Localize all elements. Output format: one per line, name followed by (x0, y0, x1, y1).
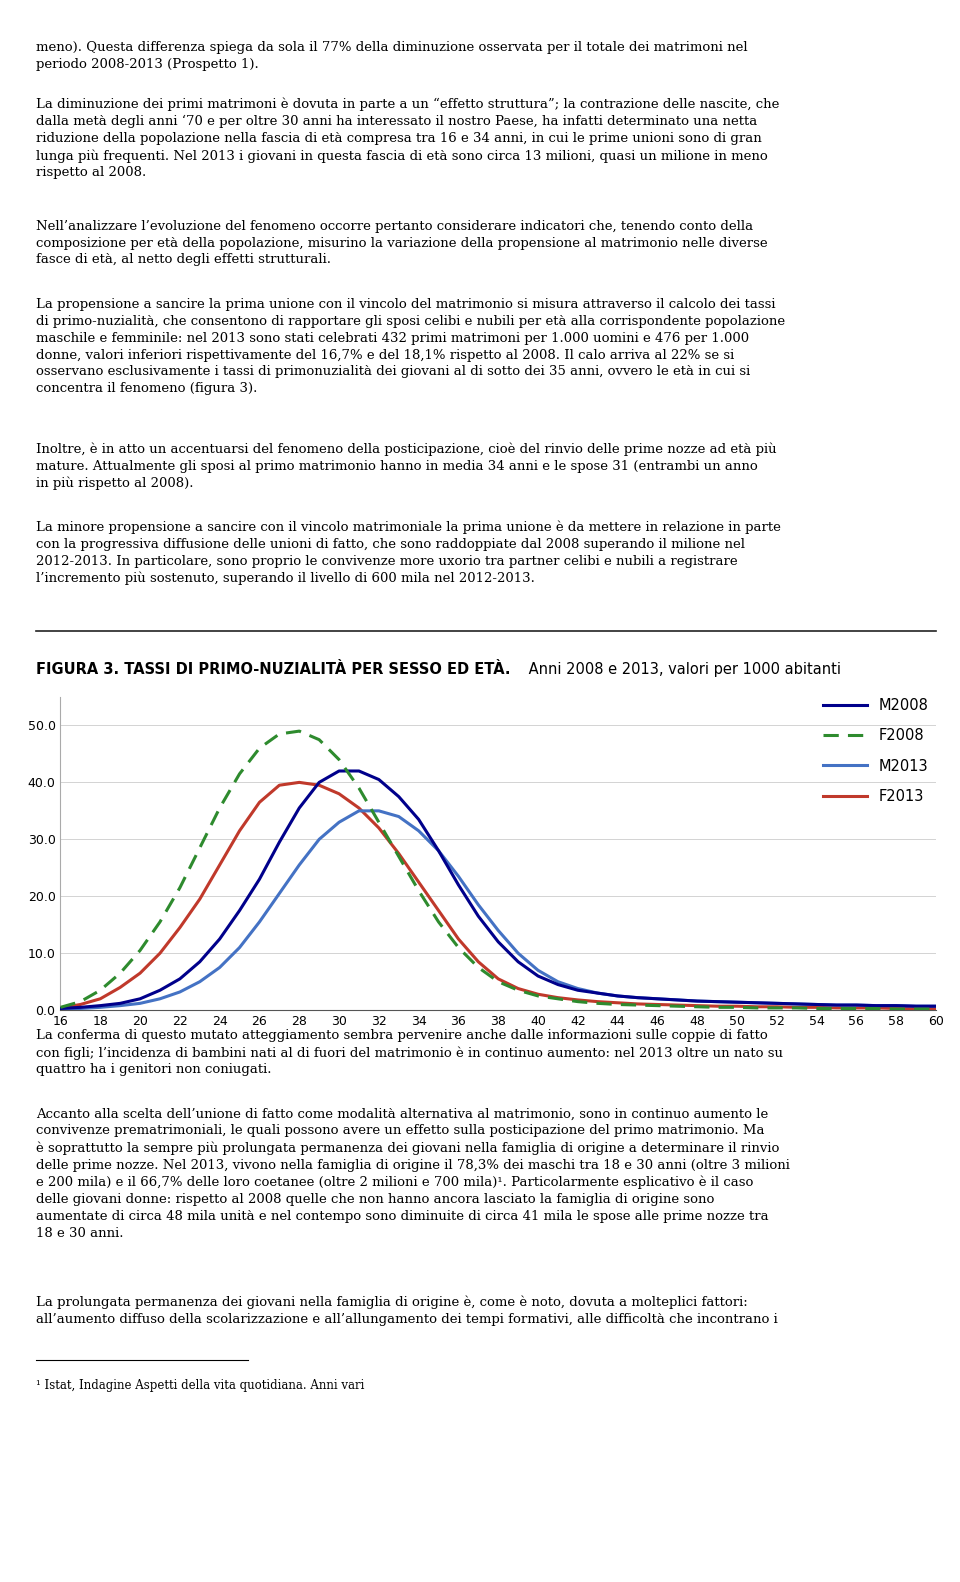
Text: La minore propensione a sancire con il vincolo matrimoniale la prima unione è da: La minore propensione a sancire con il v… (36, 520, 781, 585)
Text: FIGURA 3. TASSI DI PRIMO-NUZIALITÀ PER SESSO ED ETÀ.: FIGURA 3. TASSI DI PRIMO-NUZIALITÀ PER S… (36, 663, 511, 677)
Text: Nell’analizzare l’evoluzione del fenomeno occorre pertanto considerare indicator: Nell’analizzare l’evoluzione del fenomen… (36, 220, 768, 266)
Text: ¹ Istat, Indagine Aspetti della vita quotidiana. Anni vari: ¹ Istat, Indagine Aspetti della vita quo… (36, 1380, 365, 1392)
Text: La prolungata permanenza dei giovani nella famiglia di origine è, come è noto, d: La prolungata permanenza dei giovani nel… (36, 1296, 779, 1326)
Text: Accanto alla scelta dell’unione di fatto come modalità alternativa al matrimonio: Accanto alla scelta dell’unione di fatto… (36, 1107, 790, 1240)
Text: La diminuzione dei primi matrimoni è dovuta in parte a un “effetto struttura”; l: La diminuzione dei primi matrimoni è dov… (36, 98, 780, 179)
Text: meno). Questa differenza spiega da sola il 77% della diminuzione osservata per i: meno). Questa differenza spiega da sola … (36, 41, 748, 71)
Text: Anni 2008 e 2013, valori per 1000 abitanti: Anni 2008 e 2013, valori per 1000 abitan… (524, 663, 841, 677)
Text: La propensione a sancire la prima unione con il vincolo del matrimonio si misura: La propensione a sancire la prima unione… (36, 297, 785, 396)
Text: La conferma di questo mutato atteggiamento sembra pervenire anche dalle informaz: La conferma di questo mutato atteggiamen… (36, 1030, 783, 1076)
Text: Inoltre, è in atto un accentuarsi del fenomeno della posticipazione, cioè del ri: Inoltre, è in atto un accentuarsi del fe… (36, 443, 777, 490)
Legend: M2008, F2008, M2013, F2013: M2008, F2008, M2013, F2013 (824, 698, 928, 804)
